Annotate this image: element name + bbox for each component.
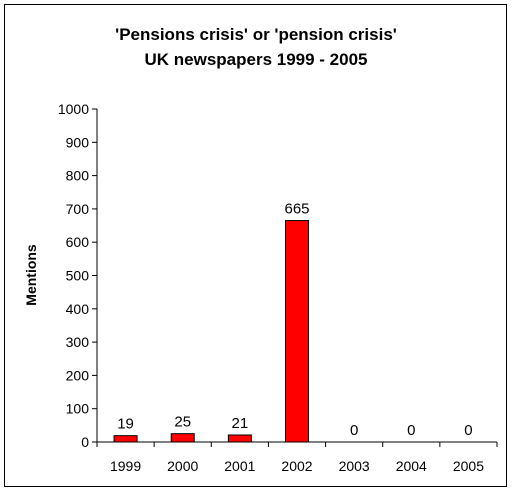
x-tick-label: 2003 <box>339 458 370 474</box>
y-tick-label: 600 <box>66 234 90 250</box>
x-tick-label: 1999 <box>110 458 141 474</box>
data-label: 0 <box>464 422 472 439</box>
y-tick-label: 200 <box>66 367 90 383</box>
y-tick-label: 700 <box>66 201 90 217</box>
bar <box>113 435 138 443</box>
bars-group: 19 25 21 665 0 0 0 <box>113 201 473 443</box>
y-tick-label: 300 <box>66 334 90 350</box>
x-tick-label: 2004 <box>396 458 427 474</box>
data-label: 0 <box>407 422 415 439</box>
chart-title-line2: UK newspapers 1999 - 2005 <box>144 50 367 69</box>
x-axis: 1999 2000 2001 2002 2003 2004 2005 <box>96 441 498 474</box>
x-tick-label: 2000 <box>167 458 198 474</box>
y-axis-label: Mentions <box>23 244 39 306</box>
x-tick-label: 2005 <box>453 458 484 474</box>
data-label: 25 <box>174 414 191 431</box>
y-tick-label: 900 <box>66 134 90 150</box>
bar <box>285 220 309 443</box>
y-tick-label: 1000 <box>58 101 89 117</box>
y-tick-label: 100 <box>66 401 90 417</box>
y-tick-label: 0 <box>81 434 89 450</box>
chart-title-line1: 'Pensions crisis' or 'pension crisis' <box>115 25 397 44</box>
data-label: 0 <box>350 422 358 439</box>
y-tick-label: 800 <box>66 168 90 184</box>
y-axis: 0 100 200 300 400 500 600 700 800 900 1000 <box>58 101 98 450</box>
data-label: 665 <box>284 201 309 218</box>
x-tick-label: 2002 <box>281 458 312 474</box>
data-label: 19 <box>117 416 134 433</box>
x-tick-label: 2001 <box>224 458 255 474</box>
chart-frame <box>4 4 507 487</box>
y-tick-label: 400 <box>66 301 90 317</box>
bar <box>170 433 195 443</box>
data-label: 21 <box>232 415 249 432</box>
bar <box>227 434 252 443</box>
y-tick-label: 500 <box>66 268 90 284</box>
